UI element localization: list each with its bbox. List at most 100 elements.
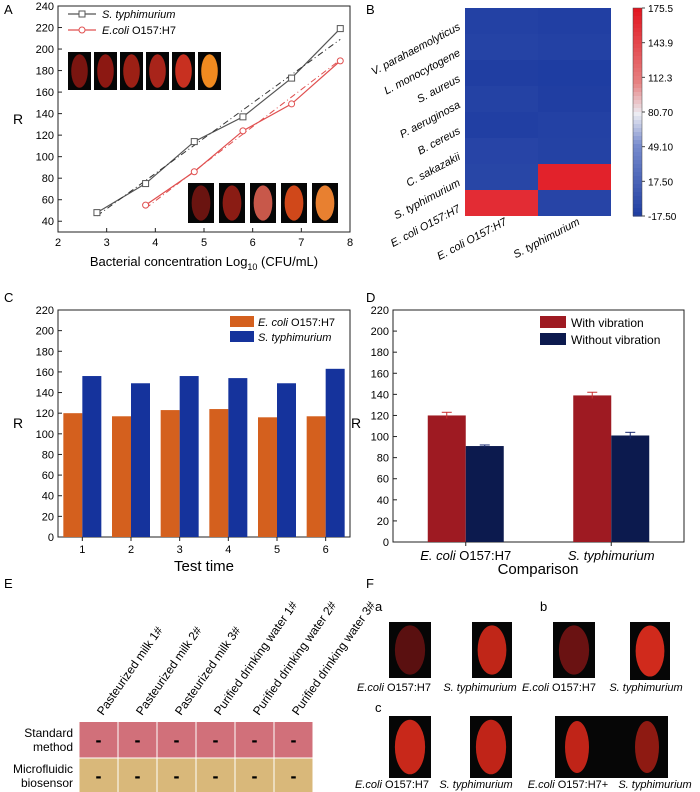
panel-e-cell-result: - (291, 766, 297, 786)
panel-c-legend-plain: O157:H7 (288, 317, 335, 329)
panel-f-caption-plain: O157:H7 (382, 779, 429, 791)
panel-b-heatmap-cell (465, 86, 538, 112)
panel-f-caption-italic: S. typhimurium (443, 682, 516, 694)
panel-c-y-tick-label: 60 (42, 470, 54, 482)
panel-b-scale-band (633, 144, 642, 149)
panel-d-bar-1 (465, 446, 504, 542)
panel-d-bar-0 (573, 395, 612, 542)
panel-b-scale-band (633, 180, 642, 185)
panel-c-frame (57, 309, 351, 538)
panel-b-scale-band (633, 208, 642, 213)
panel-c-x-tick-label: 5 (274, 544, 280, 556)
panel-letter-b: B (366, 2, 375, 17)
panel-f-caption-italic: E.coli (355, 779, 382, 791)
panel-a-point-0 (93, 209, 101, 217)
panel-a-x-tick-label: 4 (152, 237, 158, 249)
panel-b-scale-band (633, 92, 642, 97)
panel-a-y-tick-label: 160 (36, 87, 54, 99)
panel-c-bar-0 (209, 409, 229, 537)
panel-b-scale-band (633, 168, 642, 173)
panel-f-image-2 (558, 625, 590, 675)
panel-b-scale-label: 17.50 (648, 177, 673, 188)
panel-c-y-tick-label: 100 (36, 429, 54, 441)
panel-b-scale-label: 80.70 (648, 108, 673, 119)
panel-a-x-tick-label: 6 (250, 237, 256, 249)
panel-b-heatmap-cell (465, 60, 538, 86)
panel-c-bar-1 (228, 378, 248, 537)
panel-f-image-0 (394, 625, 426, 675)
panel-b-scale-band (633, 160, 642, 165)
panel-b-scale-band (633, 152, 642, 157)
panel-a-point-0 (190, 138, 198, 146)
panel-b-scale-band (633, 108, 642, 113)
panel-b-scale-band (633, 112, 642, 117)
panel-b-scale-band (633, 104, 642, 109)
panel-d-x-tick-italic: S. typhimurium (568, 548, 655, 563)
panel-c-x-tick-label: 1 (79, 544, 85, 556)
panel-f-caption-italic: S. typhimurium (609, 682, 682, 694)
panel-b-scale-band (633, 84, 642, 89)
panel-d-y-tick-label: 0 (383, 537, 389, 549)
panel-b-heatmap-cell (465, 34, 538, 60)
panel-b-scale-band (633, 80, 642, 85)
panel-d-bar-1 (611, 435, 650, 542)
panel-c-y-tick-label: 160 (36, 367, 54, 379)
panel-a-image-top-0 (71, 54, 88, 88)
panel-c-bar-0 (112, 416, 131, 537)
panel-c-y-tick-label: 120 (36, 408, 54, 420)
panel-b-scale-label: 112.3 (648, 73, 673, 84)
panel-b-heatmap-cell (538, 138, 611, 164)
panel-e-cell-result: - (213, 766, 219, 786)
panel-c-x-tick-label: 2 (128, 544, 134, 556)
panel-b-scale-band (633, 136, 642, 141)
panel-f-caption-italic: E.coli (357, 682, 384, 694)
panel-d-y-tick-label: 220 (371, 305, 389, 317)
panel-b-heatmap-cell (465, 8, 538, 34)
panel-letter-a: A (4, 2, 13, 17)
panel-f-image-4 (394, 719, 426, 775)
panel-f-sub-a: a (375, 599, 383, 614)
panel-f-caption-italic: E.coli (528, 779, 555, 791)
panel-b-scale-band (633, 44, 642, 49)
panel-d-frame (392, 309, 685, 543)
panel-c-legend-swatch-1 (230, 331, 254, 342)
panel-e-row-label: Microfluidic biosensor (13, 762, 73, 790)
panel-a-y-tick-label: 220 (36, 23, 54, 35)
panel-e-table: Pasteurized milk 1#Pasteurized milk 2#Pa… (13, 599, 378, 792)
panel-c-bar-0 (63, 413, 83, 537)
panel-b-scale-band (633, 24, 642, 29)
panel-c-y-tick-label: 220 (36, 305, 54, 317)
panel-b-heatmap-cell (538, 60, 611, 86)
panel-f-caption: E.coli O157:H7 (522, 682, 596, 694)
panel-f-image-3 (635, 625, 665, 677)
panel-b-scale-band (633, 40, 642, 45)
panel-f-image-mixed-spot-1 (565, 721, 589, 773)
panel-c-y-tick-label: 140 (36, 388, 54, 400)
panel-c-y-tick-label: 200 (36, 326, 54, 338)
panel-f-sub-b: b (540, 599, 547, 614)
panel-d-y-tick-label: 120 (371, 410, 389, 422)
panel-b-scale-band (633, 124, 642, 129)
panel-a-point-0 (288, 74, 296, 82)
panel-d-bar-0 (427, 415, 466, 542)
panel-c-bar-1 (131, 383, 150, 537)
panel-b-scale-band (633, 188, 642, 193)
panel-a-legend-italic: S. typhimurium (102, 9, 175, 21)
panel-d-x-tick-label: E. coli O157:H7 (420, 548, 511, 563)
panel-c-legend-italic: S. typhimurium (258, 332, 331, 344)
panel-a-image-bottom-2 (253, 185, 273, 221)
panel-b-scale-band (633, 176, 642, 181)
panel-a-legend-plain: O157:H7 (129, 25, 176, 37)
panel-d-x-tick-italic: E. coli (420, 548, 457, 563)
panel-c-legend-swatch-0 (230, 316, 254, 327)
panel-b-scale-band (633, 132, 642, 137)
panel-a-y-tick-label: 180 (36, 66, 54, 78)
panel-f-image-5 (475, 719, 507, 775)
panel-b-scale-band (633, 192, 642, 197)
panel-f-caption: S. typhimurium (443, 682, 516, 694)
panel-a-x-axis-title: Bacterial concentration Log10 (CFU/mL) (90, 254, 318, 272)
panel-c-bar-1 (325, 368, 345, 537)
panel-c-y-tick-label: 180 (36, 346, 54, 358)
panel-e-row-label-line2: method (33, 740, 73, 754)
